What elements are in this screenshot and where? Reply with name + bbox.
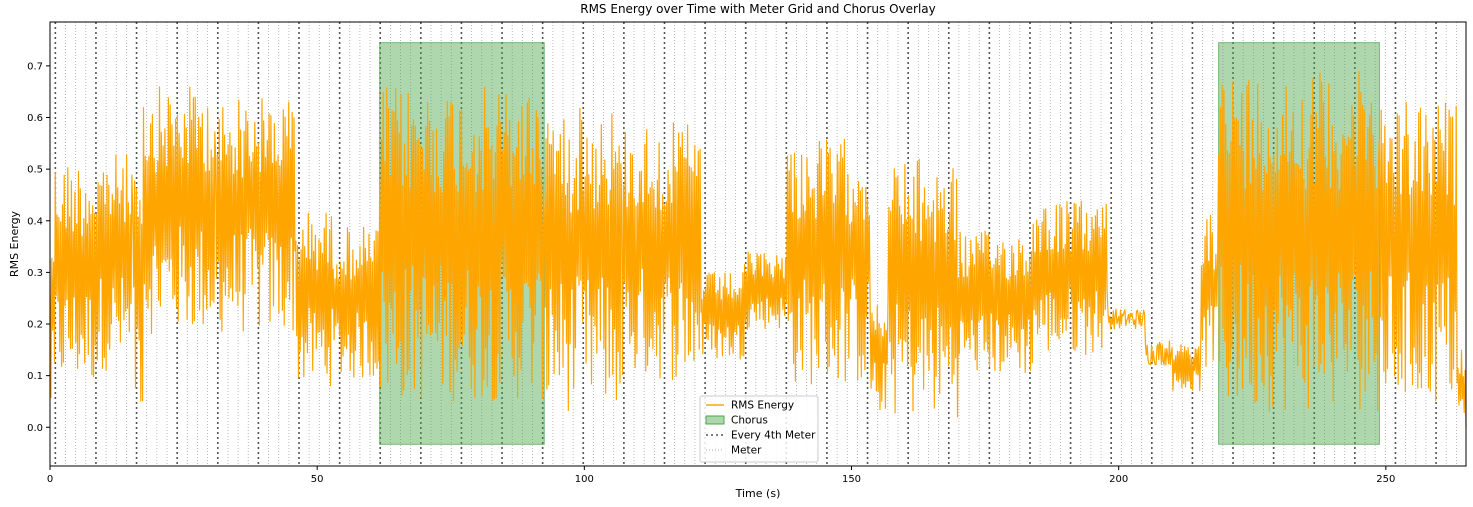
legend-box bbox=[699, 395, 819, 463]
legend-every-4th-meter-label: Every 4th Meter bbox=[731, 430, 816, 442]
x-tick-label: 250 bbox=[1376, 474, 1395, 485]
y-tick-label: 0.6 bbox=[27, 113, 43, 124]
x-tick-label: 100 bbox=[575, 474, 594, 485]
x-tick-label: 0 bbox=[47, 474, 53, 485]
legend-meter-label: Meter bbox=[731, 445, 762, 457]
y-axis: 0.0 0.1 0.2 0.3 0.4 0.5 0.6 0.7 bbox=[27, 61, 50, 434]
x-tick-label: 50 bbox=[311, 474, 324, 485]
x-tick-label: 200 bbox=[1109, 474, 1128, 485]
legend: RMS Energy Chorus Every 4th Meter Meter bbox=[699, 395, 819, 463]
y-tick-label: 0.4 bbox=[27, 216, 43, 227]
legend-chorus-swatch bbox=[705, 415, 725, 425]
y-tick-label: 0.0 bbox=[27, 423, 43, 434]
y-tick-label: 0.2 bbox=[27, 320, 43, 331]
legend-rms-energy-label: RMS Energy bbox=[731, 400, 794, 412]
legend-chorus-label: Chorus bbox=[731, 415, 768, 427]
y-tick-label: 0.3 bbox=[27, 268, 43, 279]
rms-line-layer bbox=[49, 70, 1467, 428]
x-axis: 0 50 100 150 200 250 bbox=[47, 466, 1395, 485]
rms-energy-series bbox=[49, 70, 1467, 428]
y-tick-label: 0.1 bbox=[27, 371, 43, 382]
y-tick-label: 0.5 bbox=[27, 165, 43, 176]
plot-frame bbox=[49, 21, 1467, 467]
y-axis-title: RMS Energy bbox=[8, 210, 21, 277]
x-axis-title: Time (s) bbox=[735, 487, 781, 500]
chart-title: RMS Energy over Time with Meter Grid and… bbox=[580, 2, 936, 16]
y-tick-label: 0.7 bbox=[27, 61, 43, 72]
x-tick-label: 150 bbox=[842, 474, 861, 485]
